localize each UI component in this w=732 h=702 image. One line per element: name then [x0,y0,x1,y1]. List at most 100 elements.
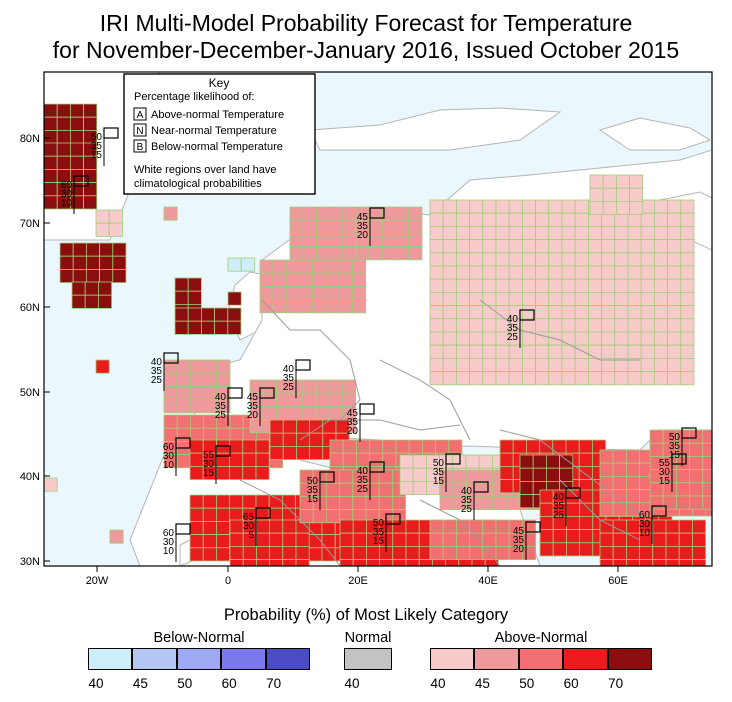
forecast-cell [272,272,287,287]
key-note-line2: climatological probabilities [134,178,262,190]
forecast-cell [522,252,537,267]
forecast-cell [522,532,537,547]
probability-value: 25 [151,375,163,386]
forecast-cell [328,379,343,394]
forecast-cell [649,429,664,444]
forecast-cell [229,427,244,442]
forecast-cell [315,206,330,221]
forecast-cell [612,475,627,490]
forecast-cell [338,272,353,287]
forecast-cell [339,495,354,510]
forecast-cell [339,546,354,561]
longitude-label: 60E [608,575,628,587]
forecast-cell [574,239,589,254]
forecast-cell [626,519,641,534]
forecast-cell [229,439,244,454]
forecast-cell [469,199,484,214]
forecast-cell [189,547,204,562]
forecast-cell [601,318,616,333]
probability-value: 35 [433,467,445,478]
forecast-cell [338,259,353,274]
forecast-cell [242,494,257,509]
forecast-cell [176,385,191,400]
forecast-cell [187,290,202,305]
probability-value: 60 [163,442,175,453]
probability-value: 50 [91,132,103,143]
forecast-cell [382,452,397,467]
forecast-cell [601,371,616,386]
forecast-cell [339,559,354,566]
forecast-cell [174,307,189,322]
forecast-cell [429,265,444,280]
forecast-cell [566,529,581,544]
forecast-cell [495,278,510,293]
forecast-cell [351,299,366,314]
forecast-cell [680,199,695,214]
forecast-cell [579,502,594,517]
forecast-cell [654,331,669,346]
forecast-cell [469,265,484,280]
forecast-cell [408,232,423,247]
forecast-cell [522,318,537,333]
forecast-cell [482,371,497,386]
forecast-cell [702,455,712,470]
forecast-cell [44,182,58,197]
forecast-cell [329,206,344,221]
forecast-cell [70,195,85,210]
probability-value: 10 [61,198,73,209]
forecast-cell [342,232,357,247]
forecast-cell [455,546,470,561]
forecast-cell [229,494,244,509]
forecast-cell [429,278,444,293]
key-label-below: Below-normal Temperature [151,141,283,153]
forecast-cell [512,439,527,454]
forecast-cell [626,546,641,561]
forecast-cell [442,371,457,386]
forecast-cell [272,285,287,300]
forecast-cell [435,439,450,454]
forecast-cell [601,291,616,306]
forecast-cell [86,268,101,283]
forecast-cell [302,392,317,407]
forecast-cell [522,357,537,372]
forecast-cell [465,454,480,469]
forecast-cell [215,547,230,562]
forecast-cell [83,195,98,210]
forecast-cell [391,495,406,510]
forecast-cell [561,225,576,240]
forecast-cell [680,239,695,254]
forecast-cell [548,291,563,306]
forecast-map: 5035156030104535204035254035254035254035… [20,71,713,587]
forecast-cell [268,507,283,522]
forecast-cell [702,442,712,457]
legend-swatch-below [265,648,310,670]
forecast-cell [378,482,393,497]
key-letter-n: N [136,126,143,137]
forecast-cell [315,392,330,407]
forecast-cell [368,232,383,247]
forecast-cell [312,285,327,300]
forecast-cell [667,199,682,214]
forecast-cell [548,239,563,254]
forecast-cell [285,272,300,287]
forecast-cell [381,219,396,234]
forecast-cell [469,532,484,547]
forecast-cell [187,307,202,322]
forecast-cell [309,445,324,460]
forecast-cell [508,199,523,214]
forecast-cell [255,519,270,534]
forecast-cell [495,546,510,561]
probability-value: 15 [203,468,215,479]
forecast-cell [574,318,589,333]
forecast-cell [299,259,314,274]
forecast-cell [546,467,561,482]
forecast-cell [429,212,444,227]
forecast-cell [626,559,641,566]
forecast-cell [614,278,629,293]
key-heading: Key [209,76,230,90]
forecast-cell [535,357,550,372]
probability-value: 10 [639,528,651,539]
forecast-cell [341,392,356,407]
